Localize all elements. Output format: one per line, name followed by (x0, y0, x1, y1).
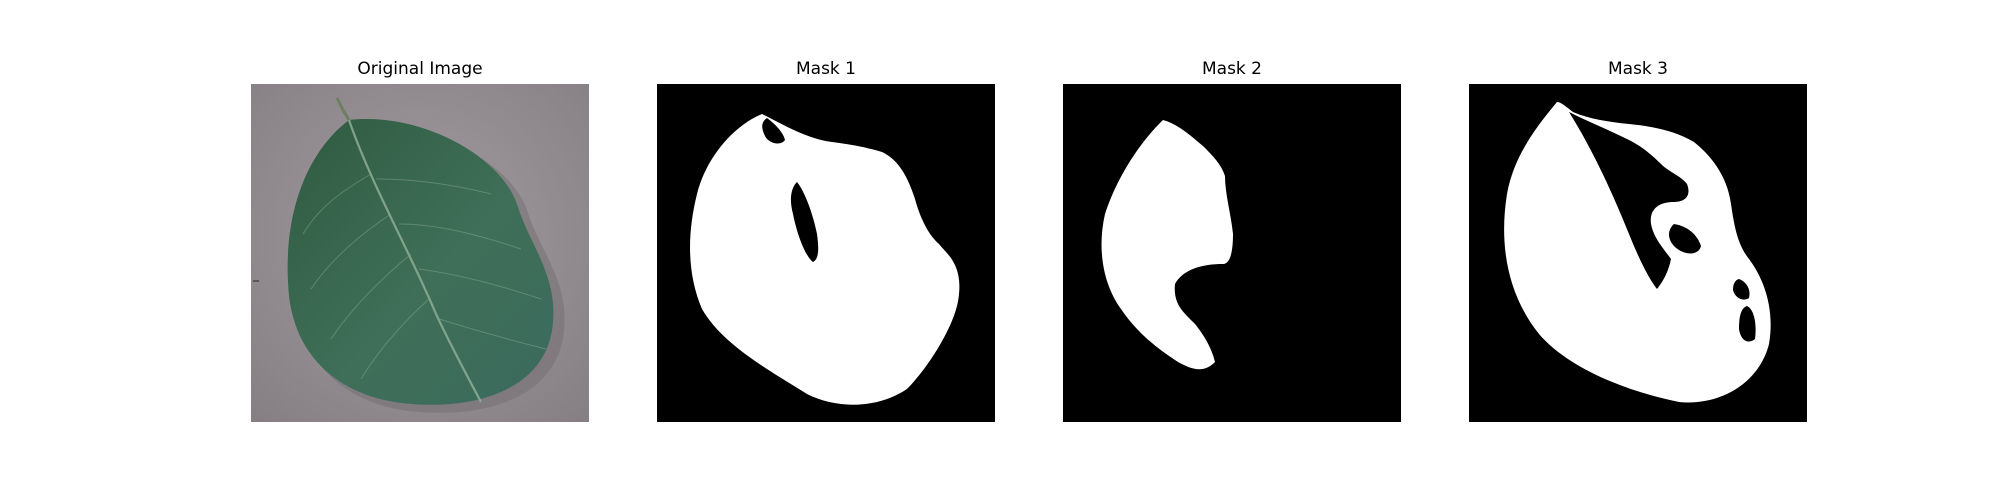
panel-title: Original Image (357, 59, 483, 79)
panel-title: Mask 1 (795, 59, 856, 79)
mask-3-image (1469, 84, 1807, 422)
mask-1-image (657, 84, 995, 422)
mask-2-image (1063, 84, 1401, 422)
panel-title: Mask 3 (1607, 59, 1668, 79)
panel-mask-3: Mask 3 (1469, 0, 1807, 500)
panel-original-image: Original Image (251, 0, 589, 500)
panel-mask-2: Mask 2 (1063, 0, 1401, 500)
panel-title: Mask 2 (1201, 59, 1262, 79)
panel-mask-1: Mask 1 (657, 0, 995, 500)
leaf-photo (251, 84, 589, 422)
